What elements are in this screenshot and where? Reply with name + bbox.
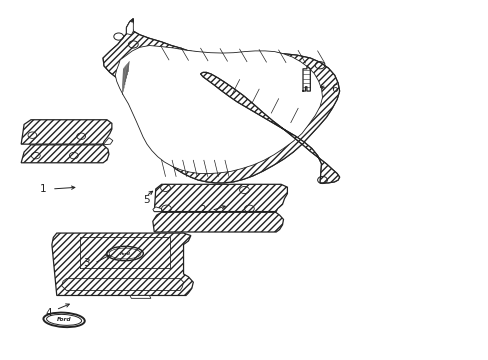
Text: 6: 6 (331, 84, 337, 94)
Text: 2: 2 (199, 206, 206, 216)
Text: Ford: Ford (120, 252, 130, 256)
Text: 4: 4 (45, 309, 52, 318)
Polygon shape (103, 19, 339, 183)
Polygon shape (103, 138, 113, 145)
Text: 3: 3 (82, 258, 89, 268)
Polygon shape (153, 207, 161, 212)
Polygon shape (21, 120, 112, 144)
Polygon shape (21, 145, 109, 163)
Polygon shape (115, 45, 322, 174)
Polygon shape (130, 296, 151, 298)
Ellipse shape (43, 312, 84, 327)
Text: 5: 5 (142, 195, 149, 205)
Polygon shape (103, 19, 339, 183)
Polygon shape (153, 212, 283, 232)
Text: 1: 1 (40, 184, 47, 194)
Ellipse shape (46, 314, 81, 325)
Polygon shape (200, 72, 339, 183)
Text: Ford: Ford (57, 318, 71, 322)
Polygon shape (126, 22, 133, 35)
Polygon shape (154, 184, 287, 212)
Polygon shape (52, 233, 193, 296)
Polygon shape (200, 72, 339, 183)
